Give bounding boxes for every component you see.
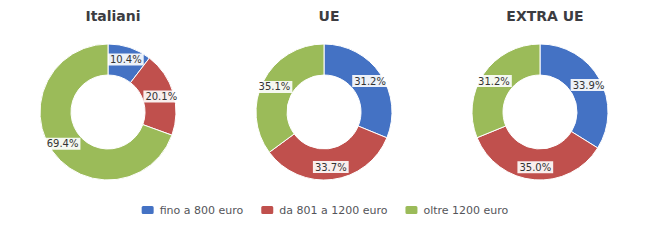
svg-text:Italiani: Italiani [85, 8, 140, 24]
svg-text:da 801 a 1200 euro: da 801 a 1200 euro [279, 204, 387, 217]
svg-text:35.1%: 35.1% [259, 81, 291, 92]
svg-text:31.2%: 31.2% [354, 76, 386, 87]
svg-text:oltre 1200 euro: oltre 1200 euro [423, 204, 508, 217]
svg-text:35.0%: 35.0% [519, 162, 551, 173]
svg-text:33.7%: 33.7% [315, 162, 347, 173]
svg-text:UE: UE [319, 8, 340, 24]
svg-text:EXTRA UE: EXTRA UE [506, 8, 583, 24]
svg-text:20.1%: 20.1% [145, 91, 177, 102]
svg-text:10.4%: 10.4% [110, 54, 142, 65]
svg-text:31.2%: 31.2% [478, 76, 510, 87]
svg-text:33.9%: 33.9% [573, 80, 605, 91]
svg-text:fino a 800 euro: fino a 800 euro [160, 204, 244, 217]
svg-text:69.4%: 69.4% [47, 138, 79, 149]
